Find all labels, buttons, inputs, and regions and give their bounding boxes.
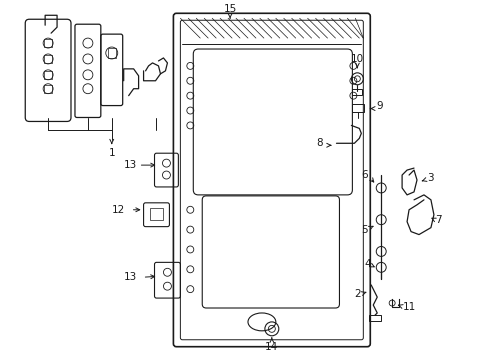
Text: 13: 13 bbox=[124, 272, 137, 282]
Text: 6: 6 bbox=[360, 170, 367, 180]
Text: 5: 5 bbox=[360, 225, 367, 235]
Bar bbox=[149, 208, 163, 220]
Text: 4: 4 bbox=[363, 259, 370, 269]
Text: 15: 15 bbox=[223, 4, 236, 14]
Text: 11: 11 bbox=[402, 302, 415, 312]
Bar bbox=[352, 104, 364, 112]
Bar bbox=[44, 85, 52, 93]
Text: 12: 12 bbox=[112, 205, 125, 215]
Text: 2: 2 bbox=[353, 289, 360, 299]
Text: 7: 7 bbox=[435, 215, 441, 225]
Bar bbox=[44, 39, 52, 47]
Bar bbox=[107, 48, 116, 58]
Text: 10: 10 bbox=[350, 54, 363, 64]
Bar bbox=[44, 71, 52, 79]
Text: 8: 8 bbox=[316, 138, 322, 148]
Text: 13: 13 bbox=[124, 160, 137, 170]
Text: 1: 1 bbox=[108, 148, 115, 158]
Bar bbox=[352, 89, 362, 95]
Bar bbox=[368, 315, 381, 321]
Bar bbox=[44, 55, 52, 63]
Text: 14: 14 bbox=[264, 342, 278, 352]
Text: 9: 9 bbox=[375, 100, 382, 111]
Text: 3: 3 bbox=[427, 173, 433, 183]
